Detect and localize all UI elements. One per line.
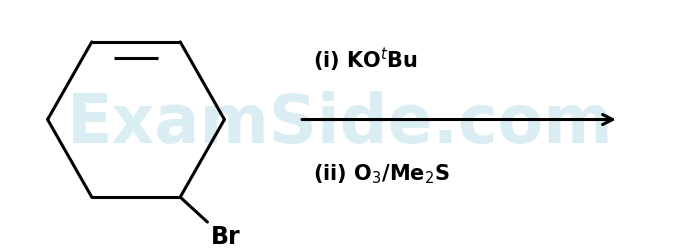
Text: (i) KO$^t$Bu: (i) KO$^t$Bu [313, 46, 418, 74]
Text: Br: Br [211, 225, 241, 249]
Text: (ii) O$_3$/Me$_2$S: (ii) O$_3$/Me$_2$S [313, 163, 449, 186]
Text: ExamSide.com: ExamSide.com [67, 91, 613, 158]
